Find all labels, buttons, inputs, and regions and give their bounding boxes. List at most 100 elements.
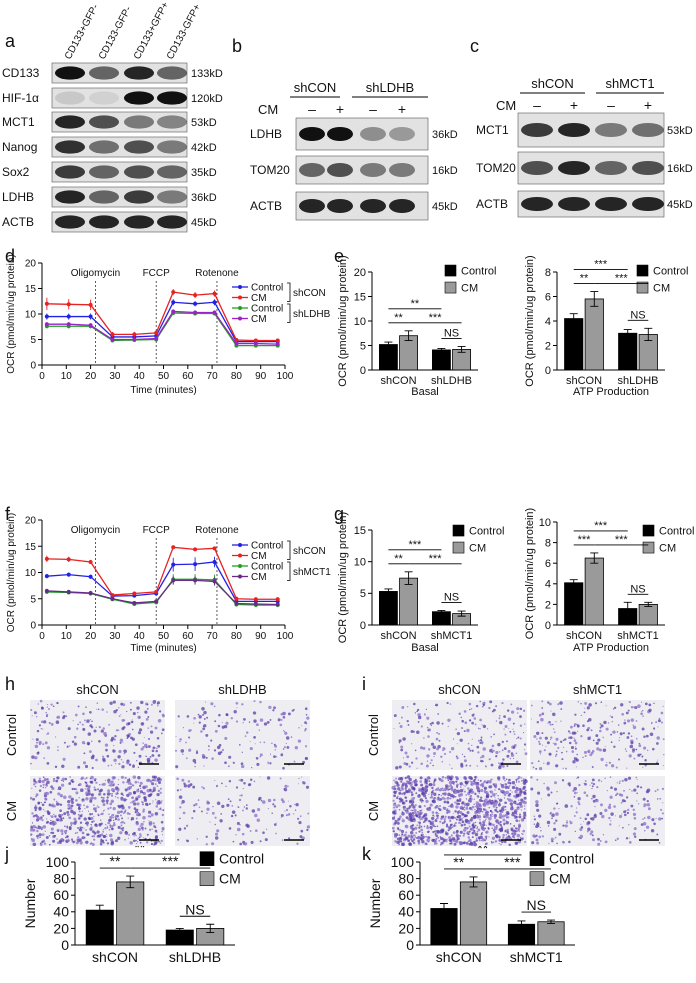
cell — [115, 839, 118, 842]
cell — [219, 819, 222, 822]
cell — [448, 779, 450, 781]
blot-band — [389, 163, 415, 177]
cell — [640, 786, 642, 788]
cell — [280, 724, 283, 727]
legend-label: CM — [251, 551, 267, 562]
cell — [502, 815, 505, 818]
cell — [550, 736, 552, 738]
cell — [49, 844, 51, 846]
cell — [62, 716, 65, 719]
cell — [64, 742, 66, 744]
cell — [488, 799, 491, 802]
series-line — [47, 562, 278, 601]
cell — [107, 826, 108, 827]
cell — [42, 815, 44, 817]
cell — [643, 735, 645, 737]
cell — [547, 762, 550, 765]
cell — [143, 837, 144, 838]
data-point — [276, 342, 280, 346]
legend-swatch — [530, 852, 544, 866]
cell — [475, 793, 477, 795]
cell — [63, 711, 65, 713]
cell — [591, 788, 592, 789]
cell — [405, 796, 408, 799]
cell — [553, 807, 555, 809]
y-tick-label: 5 — [360, 588, 366, 600]
cell — [541, 732, 543, 734]
cell — [623, 810, 626, 813]
cell — [135, 798, 138, 801]
cell — [405, 809, 406, 810]
blot-band — [89, 165, 119, 178]
bar — [585, 299, 603, 370]
data-point — [171, 578, 175, 582]
cell — [407, 810, 409, 812]
cell — [144, 711, 147, 714]
cell — [397, 804, 398, 805]
cell — [628, 732, 630, 734]
cell — [42, 780, 45, 783]
cell — [282, 839, 284, 841]
cell — [113, 814, 114, 815]
cell — [305, 758, 306, 759]
cell — [86, 806, 89, 809]
blot-band — [89, 215, 119, 228]
cell — [609, 823, 611, 825]
cell — [513, 746, 516, 749]
blot-band — [55, 165, 85, 178]
cell — [296, 843, 298, 845]
cell — [637, 704, 641, 708]
cell — [631, 706, 633, 708]
cell — [567, 820, 568, 821]
cell — [210, 740, 212, 742]
cell — [512, 792, 513, 793]
cell — [475, 822, 476, 823]
cell — [402, 819, 405, 822]
cell — [437, 745, 441, 749]
cell — [56, 716, 58, 718]
cell — [472, 836, 474, 838]
data-point — [132, 592, 136, 596]
cell — [492, 824, 495, 827]
cell — [610, 776, 612, 778]
cell — [455, 825, 457, 827]
cell — [268, 706, 271, 709]
cell — [53, 835, 55, 837]
cell — [136, 706, 139, 709]
cell — [619, 825, 620, 826]
cell — [30, 763, 32, 765]
cell — [538, 741, 540, 743]
cell — [574, 796, 576, 798]
cell — [508, 717, 511, 720]
data-point — [67, 322, 71, 326]
cell — [608, 722, 610, 724]
cell — [297, 818, 299, 820]
cell — [653, 823, 656, 826]
cell — [420, 763, 423, 766]
data-point — [45, 302, 49, 306]
cell — [494, 817, 496, 819]
cell — [42, 787, 43, 788]
cell — [466, 729, 469, 732]
cell — [503, 823, 505, 825]
data-point — [171, 290, 175, 294]
cell — [416, 837, 418, 839]
cell — [446, 788, 448, 790]
cell — [156, 801, 159, 804]
cell — [464, 759, 467, 762]
cell — [37, 730, 39, 732]
x-tick-label: 90 — [255, 631, 267, 642]
cell — [409, 765, 411, 767]
cell — [634, 827, 637, 830]
cell — [511, 710, 514, 713]
cell — [62, 817, 64, 819]
cell — [631, 735, 632, 736]
cell — [82, 811, 83, 812]
cell — [106, 802, 108, 804]
cell — [655, 790, 657, 792]
cell — [577, 792, 578, 793]
cell — [509, 731, 511, 733]
cell — [536, 824, 537, 825]
column-label: CD133-GFP+ — [165, 2, 203, 61]
